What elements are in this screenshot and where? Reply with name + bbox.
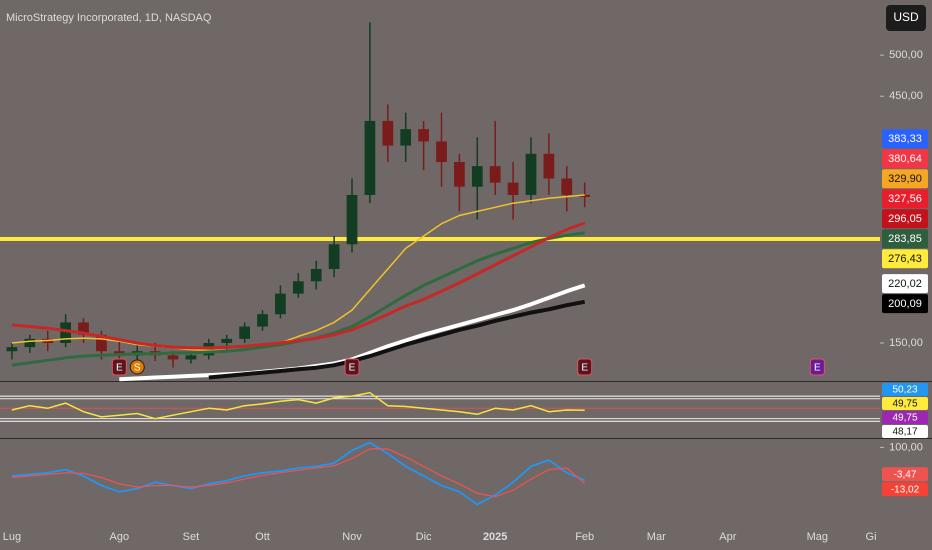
x-tick-label: Dic (416, 531, 432, 543)
x-tick-label: Set (183, 531, 200, 543)
candle-body (525, 153, 537, 195)
price-label: 220,02 (888, 278, 922, 290)
price-label: -13,02 (891, 484, 920, 495)
price-label: 50,23 (892, 385, 917, 396)
event-label: E (349, 363, 356, 374)
series-line (11, 221, 586, 350)
price-label-box (882, 467, 928, 482)
candle-body (454, 162, 465, 187)
candle-body (310, 268, 322, 282)
x-tick-label: 2025 (483, 531, 507, 543)
price-label-box (882, 274, 928, 294)
price-label: 383,33 (888, 133, 922, 145)
candle-body (418, 129, 429, 142)
event-label: E (116, 363, 123, 374)
price-label-box (882, 482, 928, 497)
x-tick-label: Gi (866, 531, 877, 543)
event-label: E (814, 363, 821, 374)
x-tick-label: Ott (255, 531, 270, 543)
price-label-box (882, 189, 928, 209)
x-tick-label: Ago (110, 531, 130, 543)
currency-button[interactable] (886, 5, 926, 31)
price-label-box (882, 410, 928, 424)
candle-body (239, 326, 250, 339)
price-label: 329,90 (888, 173, 922, 185)
price-label: 380,64 (888, 153, 922, 165)
price-label: 48,17 (892, 427, 917, 438)
candle-body (382, 120, 394, 146)
price-label-box (882, 294, 928, 314)
candle-body (185, 355, 197, 360)
price-label: -3,47 (894, 469, 917, 480)
x-tick-label: Mag (807, 531, 828, 543)
event-marker (577, 358, 593, 376)
price-label: 276,43 (888, 253, 922, 265)
series-line (11, 391, 585, 420)
price-label-box (882, 209, 928, 229)
x-tick-label: Lug (3, 531, 21, 543)
candle-body (24, 338, 36, 348)
y-tick-label: 500,00 (889, 49, 923, 61)
candle-body (364, 120, 376, 195)
event-label: E (581, 363, 588, 374)
series-line (11, 448, 586, 498)
y-tick-label: 100,00 (889, 441, 923, 453)
candle-body (579, 194, 591, 197)
x-tick-label: Mar (647, 531, 666, 543)
price-label-box (882, 169, 928, 189)
price-label-box (882, 149, 928, 169)
price-label: 327,56 (888, 193, 922, 205)
candle-body (543, 153, 555, 179)
candle-body (78, 322, 89, 335)
candle-body (96, 334, 107, 352)
x-tick-label: Nov (342, 531, 362, 543)
price-label: 49,75 (892, 413, 917, 424)
price-label-box (882, 249, 928, 269)
candle-body (436, 141, 447, 163)
price-label-box (882, 129, 928, 149)
candle-body (292, 281, 304, 294)
candle-body (561, 178, 573, 195)
event-marker (809, 358, 825, 376)
price-label: 200,09 (888, 298, 922, 310)
chart-title: MicroStrategy Incorporated, 1D, NASDAQ (6, 12, 212, 24)
candle-body (221, 338, 233, 343)
candle-body (507, 182, 519, 195)
event-label: S (134, 363, 141, 374)
candle-body (167, 355, 179, 360)
candle-body (400, 129, 412, 146)
candle-body (328, 244, 340, 269)
x-tick-label: Feb (575, 531, 594, 543)
series-line (11, 194, 585, 352)
candle-body (346, 194, 358, 245)
candle-body (257, 314, 268, 327)
event-marker (111, 358, 127, 376)
candle-body (471, 166, 483, 187)
price-label-box (882, 382, 928, 396)
price-label-box (882, 396, 928, 410)
event-marker (344, 358, 360, 376)
price-label-box (882, 229, 928, 249)
price-label: 283,85 (888, 233, 922, 245)
y-tick-label: 450,00 (889, 90, 923, 102)
candle-body (6, 347, 18, 352)
event-marker (129, 359, 145, 375)
x-tick-label: Apr (719, 531, 736, 543)
candle-body (489, 166, 501, 183)
price-label: 49,75 (892, 399, 917, 410)
y-tick-label: 150,00 (889, 337, 923, 349)
candle-body (60, 322, 72, 343)
currency-label[interactable]: USD (893, 10, 919, 24)
price-label-box (882, 424, 928, 438)
series-line (208, 299, 586, 380)
series-line (11, 441, 586, 506)
price-label: 296,05 (888, 213, 922, 225)
candle-body (275, 293, 286, 315)
